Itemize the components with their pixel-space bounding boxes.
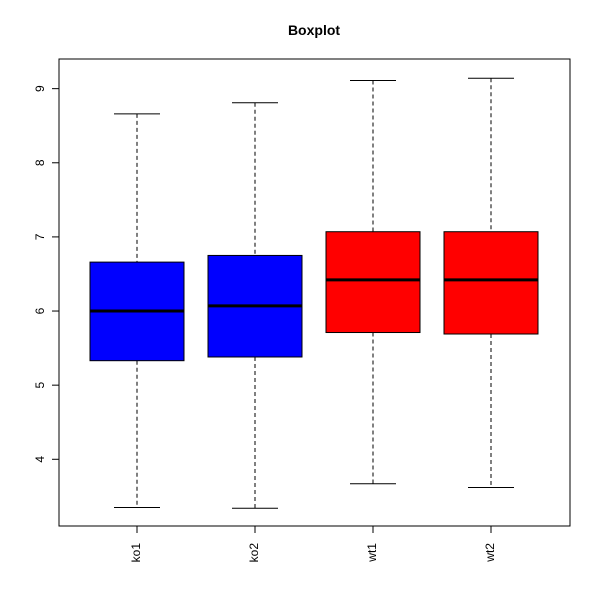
boxes-group	[89, 77, 539, 509]
x-tick-label: ko2	[247, 543, 261, 563]
y-tick-label: 7	[33, 233, 47, 240]
x-axis: ko1 ko2 wt1 wt2	[129, 525, 497, 563]
x-tick-label: ko1	[129, 543, 143, 563]
x-tick-label: wt1	[365, 543, 379, 563]
y-axis: 4 5 6 7 8 9	[33, 85, 60, 463]
y-tick-label: 8	[33, 159, 47, 166]
x-tick-label: wt2	[483, 543, 497, 563]
chart-title: Boxplot	[288, 22, 340, 38]
y-tick-label: 6	[33, 307, 47, 314]
box-wt2	[443, 77, 539, 488]
box-ko1	[89, 113, 185, 508]
y-tick-label: 5	[33, 382, 47, 389]
iqr-box	[325, 231, 421, 334]
y-tick-label: 9	[33, 85, 47, 92]
box-ko2	[207, 102, 303, 509]
y-tick-label: 4	[33, 456, 47, 463]
iqr-box	[443, 231, 539, 335]
box-wt1	[325, 79, 421, 485]
